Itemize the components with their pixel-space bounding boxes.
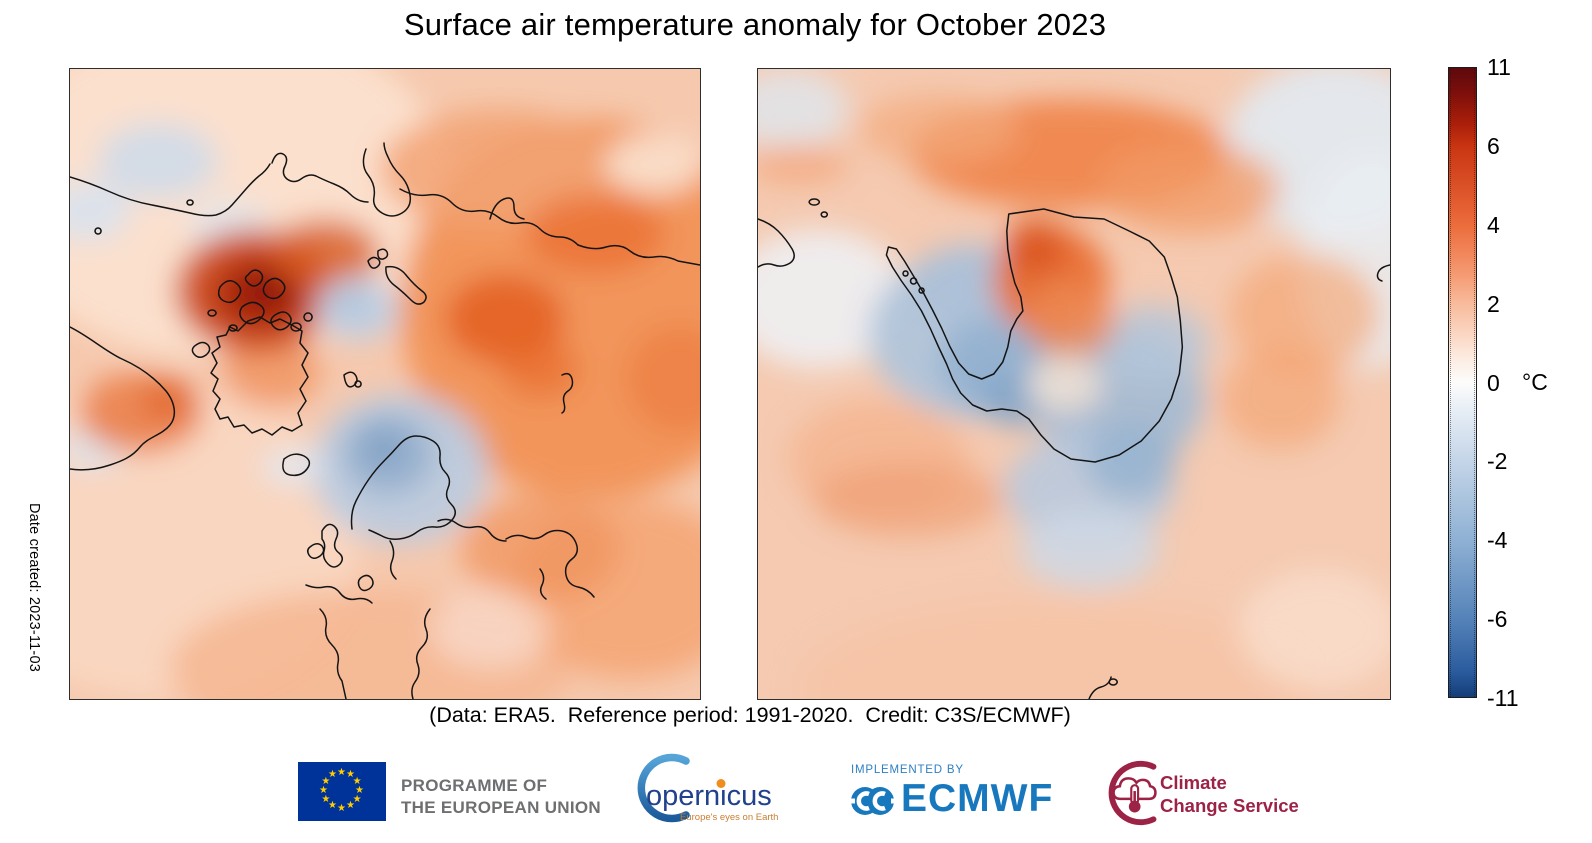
c3s-label: Climate Change Service (1160, 771, 1299, 817)
colorbar-unit-label: °C (1522, 369, 1548, 395)
eu-programme-line1: PROGRAMME OF (401, 776, 548, 795)
copernicus-logo: opernicus Europe's eyes on Earth (637, 753, 778, 823)
figure-caption: (Data: ERA5. Reference period: 1991-2020… (429, 703, 1071, 727)
colorbar-tick-label: -6 (1487, 606, 1508, 632)
ecmwf-wordmark: ECMWF (901, 777, 1054, 820)
c3s-label-line2: Change Service (1160, 795, 1299, 816)
date-created-label: Date created: 2023-11-03 (26, 503, 42, 672)
ecmwf-mark-icon (848, 787, 898, 815)
eu-programme-line2: THE EUROPEAN UNION (401, 798, 601, 817)
copernicus-crescent-icon (637, 753, 690, 823)
antarctic-coastlines (758, 198, 1390, 699)
c3s-crescent-icon (1108, 760, 1157, 826)
eu-programme-label: PROGRAMME OF THE EUROPEAN UNION (401, 775, 601, 819)
arctic-anomaly-field (70, 69, 700, 699)
c3s-thermometer-bulb-icon (1128, 800, 1141, 813)
colorbar-tick-label: -4 (1487, 527, 1508, 553)
colorbar-gradient (1449, 68, 1476, 697)
c3s-label-line1: Climate (1160, 772, 1227, 793)
colorbar-tick-label: 0 (1487, 370, 1500, 396)
ecmwf-logo: IMPLEMENTED BY ECMWF (848, 764, 1078, 826)
colorbar-tick-label: 4 (1487, 212, 1500, 238)
implemented-by-label: IMPLEMENTED BY (851, 764, 964, 776)
colorbar-ticks: 11 6 4 2 0 -2 -4 -6 -11 (1487, 54, 1547, 711)
map-antarctic-panel (757, 68, 1391, 700)
copernicus-tagline: Europe's eyes on Earth (680, 812, 778, 823)
eu-flag: ★ ★ ★ ★ ★ ★ ★ ★ ★ ★ ★ ★ (298, 762, 386, 821)
colorbar (1448, 67, 1477, 698)
colorbar-tick-label: 6 (1487, 133, 1500, 159)
figure-title: Surface air temperature anomaly for Octo… (403, 7, 1107, 42)
colorbar-tick-label: 2 (1487, 291, 1500, 317)
arctic-coastlines (70, 142, 700, 699)
colorbar-tick-label: -11 (1487, 685, 1519, 711)
c3s-logo (1108, 760, 1157, 826)
copernicus-i-dot-icon (716, 779, 726, 788)
map-antarctic-canvas (758, 69, 1390, 699)
eu-flag-stars: ★ ★ ★ ★ ★ ★ ★ ★ ★ ★ ★ ★ (319, 766, 364, 814)
map-arctic-panel (69, 68, 701, 700)
copernicus-wordmark: opernicus (646, 780, 772, 812)
map-arctic-canvas (70, 69, 700, 699)
colorbar-tick-label: -2 (1487, 448, 1508, 474)
antarctic-anomaly-field (758, 69, 1390, 699)
colorbar-tick-label: 11 (1487, 54, 1511, 80)
